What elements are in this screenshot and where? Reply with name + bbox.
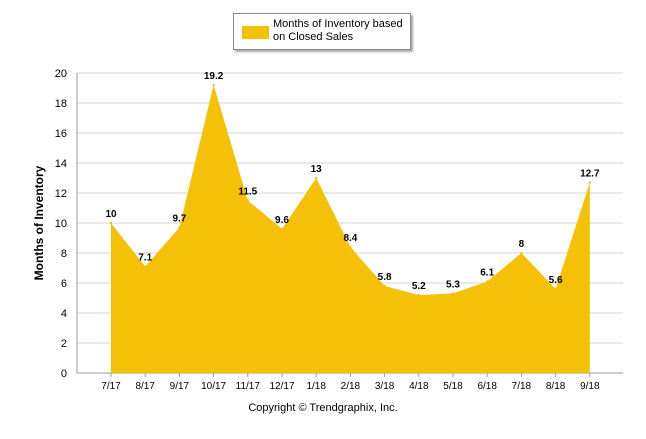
data-point xyxy=(520,251,523,255)
y-tick-label: 2 xyxy=(61,338,67,350)
data-point xyxy=(315,176,318,180)
x-tick-label: 4/18 xyxy=(409,381,429,392)
x-tick-label: 8/17 xyxy=(135,381,155,392)
y-tick-label: 14 xyxy=(55,158,67,170)
copyright-text: Copyright © Trendgraphix, Inc. xyxy=(248,402,398,414)
x-tick-label: 7/17 xyxy=(101,381,121,392)
data-point xyxy=(246,199,249,202)
data-point xyxy=(451,292,455,295)
y-axis-title: Months of Inventory xyxy=(32,165,46,280)
legend-swatch xyxy=(242,26,269,39)
data-point xyxy=(109,221,113,225)
data-label: 8 xyxy=(519,239,525,250)
y-tick-label: 20 xyxy=(55,68,67,80)
data-label: 5.3 xyxy=(446,280,460,291)
x-tick-label: 10/17 xyxy=(201,381,226,392)
legend-label-line1: Months of Inventory based xyxy=(273,18,403,30)
data-point xyxy=(486,280,489,283)
legend: Months of Inventory based on Closed Sale… xyxy=(233,13,411,50)
x-tick-label: 11/17 xyxy=(236,381,261,392)
data-label: 13 xyxy=(311,164,323,175)
legend-label-line2: on Closed Sales xyxy=(273,31,354,43)
data-point xyxy=(417,293,420,297)
x-tick-label: 5/18 xyxy=(443,381,463,392)
x-tick-label: 12/17 xyxy=(269,381,294,392)
data-point xyxy=(554,287,557,291)
x-tick-label: 6/18 xyxy=(477,381,497,392)
x-tick-label: 2/18 xyxy=(341,381,361,392)
data-label: 6.1 xyxy=(480,268,494,279)
data-point xyxy=(383,284,386,288)
y-tick-label: 16 xyxy=(55,128,67,140)
y-tick-label: 6 xyxy=(61,278,67,290)
legend-label: Months of Inventory based on Closed Sale… xyxy=(273,18,409,44)
data-label: 9.7 xyxy=(172,214,186,225)
data-label: 5.2 xyxy=(412,281,426,292)
data-point xyxy=(349,245,352,249)
data-label: 9.6 xyxy=(275,215,289,226)
data-label: 12.7 xyxy=(580,169,600,180)
x-tick-label: 1/18 xyxy=(306,381,326,392)
data-label: 10 xyxy=(105,209,117,220)
data-label: 19.2 xyxy=(204,71,224,82)
area-series xyxy=(111,85,590,373)
data-label: 5.6 xyxy=(549,275,563,286)
data-point xyxy=(178,226,181,229)
data-label: 8.4 xyxy=(343,233,357,244)
y-tick-label: 8 xyxy=(61,248,67,260)
x-tick-label: 3/18 xyxy=(375,381,395,392)
y-tick-label: 0 xyxy=(61,368,67,380)
data-label: 5.8 xyxy=(378,272,392,283)
data-point xyxy=(588,181,591,184)
y-tick-label: 10 xyxy=(55,218,67,230)
x-tick-label: 8/18 xyxy=(546,381,566,392)
data-point xyxy=(280,227,284,231)
data-point xyxy=(212,83,215,87)
data-label: 11.5 xyxy=(238,187,257,198)
data-point xyxy=(144,265,147,268)
y-tick-label: 4 xyxy=(61,308,67,320)
data-label: 7.1 xyxy=(138,253,152,264)
x-tick-label: 7/18 xyxy=(512,381,532,392)
y-tick-label: 12 xyxy=(55,188,67,200)
y-tick-label: 18 xyxy=(55,98,67,110)
x-tick-label: 9/17 xyxy=(170,381,190,392)
x-tick-label: 9/18 xyxy=(580,381,600,392)
